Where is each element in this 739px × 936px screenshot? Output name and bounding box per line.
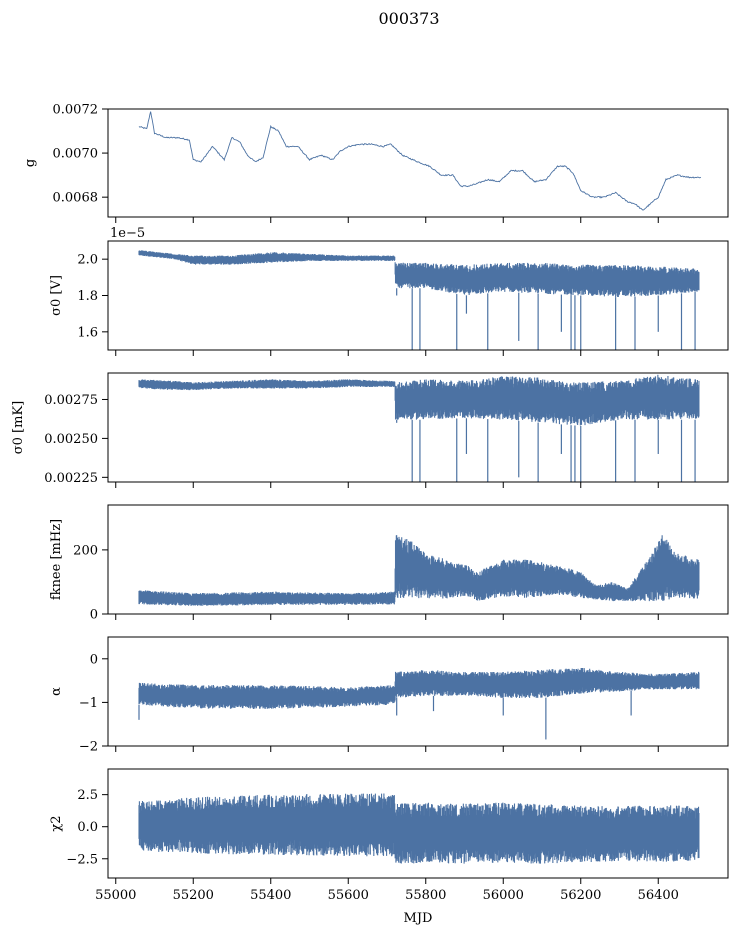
y-axis-label: σ0 [mK] bbox=[11, 401, 26, 454]
panel-3: 0.00225 0.00250 0.00275 σ0 [mK] bbox=[11, 372, 729, 488]
axes-frame bbox=[107, 372, 729, 483]
panel-4: 0 200 fknee [mHz] bbox=[49, 504, 729, 623]
x-tick-label: 56400 bbox=[638, 888, 679, 903]
y-tick-label: 1.6 bbox=[77, 325, 98, 340]
x-axis-label: MJD bbox=[404, 911, 433, 926]
x-tick-label: 55000 bbox=[95, 888, 136, 903]
y-tick-label: 200 bbox=[73, 543, 98, 558]
plot-area bbox=[138, 250, 700, 350]
y-tick-label: 1.8 bbox=[77, 289, 98, 304]
x-tick-label: 55400 bbox=[250, 888, 291, 903]
y-tick-label: −2 bbox=[79, 740, 98, 755]
panel-2: 1.6 1.8 2.0 1e−5 σ0 [V] bbox=[49, 226, 729, 356]
series-band bbox=[138, 374, 700, 426]
y-axis-label: fknee [mHz] bbox=[49, 519, 64, 600]
plot-area bbox=[138, 111, 702, 211]
axes-frame bbox=[107, 636, 729, 747]
x-tick-label: 56200 bbox=[560, 888, 601, 903]
series-band bbox=[138, 535, 700, 606]
y-tick-label: 2.5 bbox=[77, 788, 98, 803]
series-band bbox=[138, 667, 700, 709]
panel-5: −2 −1 0 α bbox=[49, 636, 729, 755]
x-tick-label: 55600 bbox=[328, 888, 369, 903]
plot-area bbox=[138, 793, 700, 864]
series-line bbox=[138, 111, 702, 211]
figure-title: 000373 bbox=[378, 9, 439, 28]
y-tick-label: 0.0 bbox=[77, 820, 98, 835]
x-tick-label: 55800 bbox=[405, 888, 446, 903]
y-tick-label: −1 bbox=[79, 696, 98, 711]
plot-area bbox=[138, 535, 700, 606]
series-band bbox=[138, 250, 700, 298]
plot-area bbox=[138, 667, 700, 740]
y-tick-label: 0 bbox=[90, 652, 98, 667]
y-axis-label: g bbox=[23, 159, 38, 167]
y-tick-label: −2.5 bbox=[66, 852, 98, 867]
y-tick-label: 0 bbox=[90, 608, 98, 623]
x-tick-label: 55200 bbox=[173, 888, 214, 903]
axes-frame bbox=[107, 768, 729, 879]
y-tick-label: 0.00225 bbox=[44, 471, 98, 486]
y-axis-label: σ0 [V] bbox=[49, 275, 64, 316]
y-axis-label: α bbox=[49, 687, 64, 696]
y-tick-label: 0.00250 bbox=[44, 432, 98, 447]
y-tick-label: 0.00275 bbox=[44, 393, 98, 408]
y-tick-label: 2.0 bbox=[77, 253, 98, 268]
x-tick-label: 56000 bbox=[483, 888, 524, 903]
axes-frame bbox=[107, 504, 729, 615]
panel-1: 0.0068 0.0070 0.0072 g bbox=[23, 103, 729, 223]
offset-text: 1e−5 bbox=[110, 226, 145, 241]
y-axis-label: χ2 bbox=[49, 815, 64, 831]
panel-6: −2.5 0.0 2.5 55000 55200 55400 55600 55800 56000… bbox=[49, 768, 729, 903]
plot-area bbox=[138, 374, 700, 482]
y-tick-label: 0.0070 bbox=[53, 147, 99, 162]
y-tick-label: 0.0072 bbox=[53, 103, 99, 118]
series-band bbox=[138, 793, 700, 864]
y-tick-label: 0.0068 bbox=[53, 191, 99, 206]
panels: 0.0068 0.0070 0.0072 g 1.6 1.8 2.0 1e−5 σ0 [V] 0.… bbox=[11, 103, 729, 903]
axes-frame bbox=[107, 108, 729, 218]
